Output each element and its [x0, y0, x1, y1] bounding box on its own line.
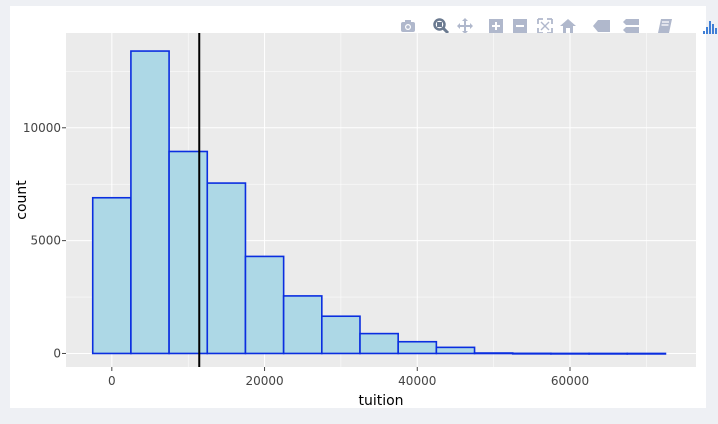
- x-tick-label: 60000: [551, 374, 589, 388]
- histogram-bar[interactable]: [130, 50, 170, 355]
- zoom-in-icon[interactable]: [487, 17, 505, 35]
- histogram-bar[interactable]: [168, 150, 209, 355]
- histogram-bar[interactable]: [282, 295, 323, 355]
- histogram-bar[interactable]: [244, 255, 285, 355]
- histogram-bar[interactable]: [91, 196, 132, 355]
- y-axis-title: count: [14, 180, 30, 220]
- book-icon[interactable]: [656, 17, 674, 35]
- histogram-bar[interactable]: [588, 352, 629, 355]
- plot-container: 0 20000 40000 60000 0 5000 10000 tuition coun…: [10, 6, 717, 408]
- histogram-bar[interactable]: [550, 352, 590, 355]
- x-axis-title: tuition: [358, 393, 403, 408]
- y-tick-label: 0: [53, 346, 61, 360]
- histogram-chart: 0 20000 40000 60000 0 5000 10000 tuition coun…: [14, 33, 696, 408]
- histogram-bar[interactable]: [473, 352, 514, 355]
- histogram-bar[interactable]: [626, 352, 667, 355]
- compare-hover-icon[interactable]: [622, 17, 640, 35]
- x-tick-label: 40000: [398, 374, 436, 388]
- home-icon[interactable]: [559, 17, 577, 35]
- x-tick-label: 20000: [245, 374, 283, 388]
- x-axis-ticks: 0 20000 40000 60000: [108, 367, 589, 388]
- spike-lines-icon[interactable]: [592, 17, 610, 35]
- camera-icon[interactable]: [399, 17, 417, 35]
- histogram-bar[interactable]: [435, 346, 476, 355]
- x-tick-label: 0: [108, 374, 116, 388]
- modebar: [366, 12, 717, 40]
- pan-icon[interactable]: [456, 17, 474, 35]
- histogram-bar[interactable]: [397, 340, 438, 355]
- histogram-bar[interactable]: [206, 182, 247, 355]
- histogram-bars: [91, 50, 667, 355]
- plotly-logo-icon[interactable]: [699, 17, 718, 35]
- zoom-icon[interactable]: [432, 17, 450, 35]
- histogram-bar[interactable]: [511, 352, 552, 355]
- histogram-bar[interactable]: [321, 315, 361, 355]
- histogram-bar[interactable]: [359, 332, 399, 355]
- y-axis-ticks: 0 5000 10000: [23, 121, 66, 360]
- y-tick-label: 10000: [23, 121, 61, 135]
- zoom-out-icon[interactable]: [511, 17, 529, 35]
- y-tick-label: 5000: [30, 234, 61, 248]
